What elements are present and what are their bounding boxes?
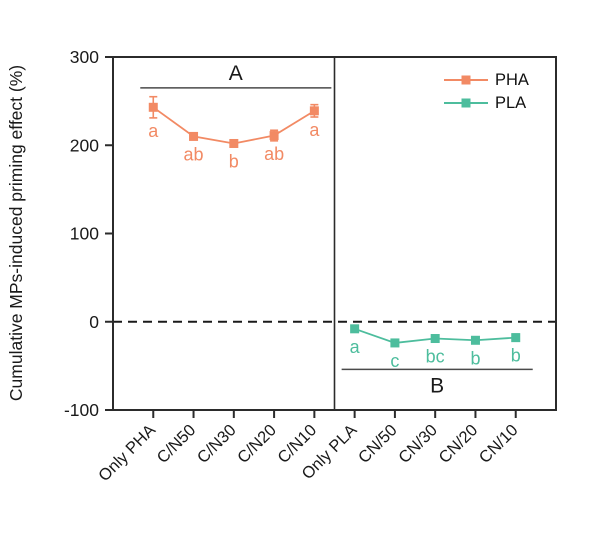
y-tick-label-0: 300 <box>70 47 99 67</box>
pha-marker-1 <box>189 131 199 141</box>
pha-legend-marker-icon <box>461 75 471 85</box>
x-tick-label-6: CN/50 <box>355 421 401 467</box>
legend-entry-pla: PLA <box>444 93 529 113</box>
x-tick-label-3: C/N20 <box>234 421 280 467</box>
y-axis-title: Cumulative MPs-induced priming effect (%… <box>6 65 26 401</box>
x-tick-label-1: C/N50 <box>154 421 200 467</box>
pla-sig-letter-1: c <box>390 351 399 371</box>
pha-marker-4 <box>309 106 319 116</box>
x-tick-label-8: CN/20 <box>435 421 481 467</box>
pla-sig-letter-0: a <box>350 337 361 357</box>
pla-marker-4 <box>511 333 521 343</box>
x-tick-label-2: C/N30 <box>194 421 240 467</box>
y-tick-label-3: 0 <box>89 312 99 332</box>
y-tick-label-2: 100 <box>70 224 99 244</box>
pla-legend-marker-icon <box>461 98 471 108</box>
pla-legend-label: PLA <box>495 93 527 112</box>
pha-sig-letter-4: a <box>309 120 320 140</box>
pha-series-line <box>152 106 315 145</box>
x-tick-label-0: Only PHA <box>95 421 159 485</box>
pha-marker-2 <box>229 138 239 148</box>
pla-sig-letter-4: b <box>511 346 521 366</box>
pha-marker-0 <box>148 102 158 112</box>
group-label-A: A <box>229 62 243 85</box>
pha-legend-label: PHA <box>495 70 529 89</box>
pha-sig-letter-3: ab <box>264 144 284 164</box>
legend-entry-pha: PHA <box>444 70 529 90</box>
legend: PHA PLA <box>444 70 529 116</box>
pha-legend-line <box>444 75 488 85</box>
y-tick-label-4: -100 <box>64 400 99 420</box>
pla-marker-2 <box>430 334 440 344</box>
pla-marker-0 <box>350 324 360 334</box>
pla-sig-letter-3: b <box>470 348 480 368</box>
y-tick-label-1: 200 <box>70 135 99 155</box>
x-tick-label-9: CN/10 <box>476 421 522 467</box>
pla-sig-letter-2: bc <box>426 347 445 367</box>
group-label-B: B <box>430 374 444 397</box>
pha-sig-letter-0: a <box>148 121 159 141</box>
pla-marker-3 <box>470 335 480 345</box>
pha-sig-letter-2: b <box>229 151 239 171</box>
pla-legend-line <box>444 98 488 108</box>
pha-sig-letter-1: ab <box>184 144 204 164</box>
pha-marker-3 <box>269 131 279 141</box>
x-tick-label-7: CN/30 <box>395 421 441 467</box>
pla-marker-1 <box>390 338 400 348</box>
